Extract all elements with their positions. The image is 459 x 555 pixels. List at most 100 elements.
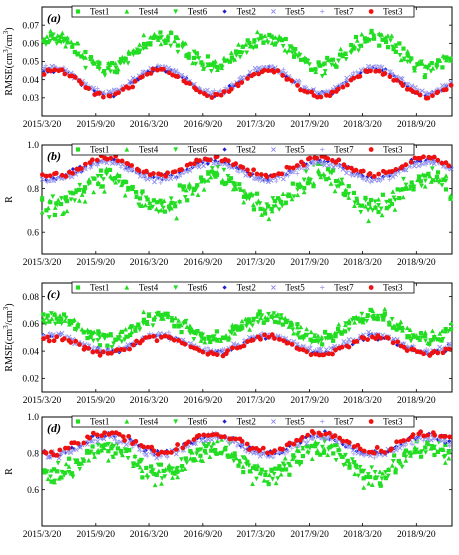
data-point [410, 89, 416, 95]
data-point [391, 173, 396, 178]
data-point [152, 179, 157, 185]
data-point [255, 320, 261, 325]
data-point [66, 450, 71, 455]
data-point [197, 162, 202, 167]
data-point [315, 441, 321, 447]
data-point [258, 206, 263, 211]
data-point [428, 179, 434, 184]
data-point [173, 315, 179, 321]
data-point [333, 457, 339, 463]
legend-marker [271, 285, 276, 290]
data-point [100, 184, 105, 189]
legend-label: Test4 [139, 417, 159, 427]
data-point [197, 85, 202, 90]
data-point [389, 33, 395, 38]
legend-marker [368, 9, 374, 14]
data-point [266, 204, 271, 209]
data-point [385, 33, 391, 38]
data-point [340, 54, 345, 59]
data-point [393, 447, 399, 453]
data-point [69, 319, 75, 324]
data-point [328, 181, 334, 186]
data-point [190, 190, 195, 196]
data-point [63, 470, 68, 475]
data-point [397, 195, 402, 201]
data-point [432, 452, 437, 458]
data-point [154, 311, 160, 317]
data-point [214, 432, 220, 437]
series-test6 [39, 162, 454, 220]
data-point [74, 188, 79, 193]
data-point [201, 442, 206, 447]
data-point [284, 318, 290, 324]
data-point [120, 329, 125, 334]
data-point [254, 314, 260, 319]
data-point [429, 166, 435, 171]
data-point [295, 82, 300, 88]
data-point [72, 198, 78, 204]
data-point [175, 49, 181, 55]
data-point [79, 81, 84, 87]
data-point [393, 49, 398, 54]
data-point [390, 72, 395, 77]
data-point [59, 317, 64, 322]
data-point [215, 337, 221, 343]
data-point [256, 312, 261, 317]
data-point [376, 171, 382, 177]
data-point [349, 317, 355, 323]
data-point [330, 168, 336, 173]
data-point [364, 313, 370, 319]
data-point [240, 50, 245, 56]
data-point [240, 44, 246, 49]
data-point [145, 321, 151, 326]
data-point [132, 78, 138, 84]
x-tick-label: 2017/9/20 [290, 120, 329, 130]
y-tick-label: 0.06 [22, 40, 39, 50]
data-point [45, 313, 50, 318]
data-point [298, 165, 303, 171]
data-point [407, 327, 413, 333]
data-point [183, 187, 189, 193]
data-point [447, 439, 452, 444]
data-point [287, 44, 293, 49]
data-point [255, 67, 260, 72]
data-point [54, 334, 60, 340]
data-point [148, 71, 154, 76]
data-point [414, 62, 420, 68]
data-point [62, 71, 68, 77]
data-point [403, 448, 408, 453]
data-point [313, 67, 318, 72]
legend-label: Test6 [188, 417, 208, 427]
data-point [397, 53, 403, 58]
data-point [106, 65, 111, 71]
data-point [41, 36, 47, 42]
data-point [91, 329, 97, 335]
data-point [322, 429, 327, 434]
data-point [186, 52, 192, 57]
data-point [226, 440, 232, 445]
data-point [390, 44, 396, 50]
data-point [126, 433, 132, 439]
data-point [198, 335, 204, 341]
data-point [275, 312, 281, 317]
data-point [261, 477, 267, 483]
data-point [279, 467, 285, 472]
data-point [61, 336, 67, 342]
data-point [95, 60, 101, 66]
data-point [203, 449, 209, 455]
data-point [229, 451, 234, 457]
data-point [136, 49, 141, 55]
data-point [133, 438, 139, 444]
data-point [79, 460, 85, 466]
data-point [297, 181, 303, 186]
data-point [212, 161, 217, 167]
data-point [304, 89, 310, 95]
data-point [379, 177, 384, 183]
legend-marker [271, 419, 276, 424]
data-point [47, 198, 53, 204]
data-point [61, 312, 67, 317]
data-point [147, 334, 152, 340]
data-point [347, 462, 352, 467]
data-point [130, 52, 136, 58]
data-point [228, 176, 234, 181]
